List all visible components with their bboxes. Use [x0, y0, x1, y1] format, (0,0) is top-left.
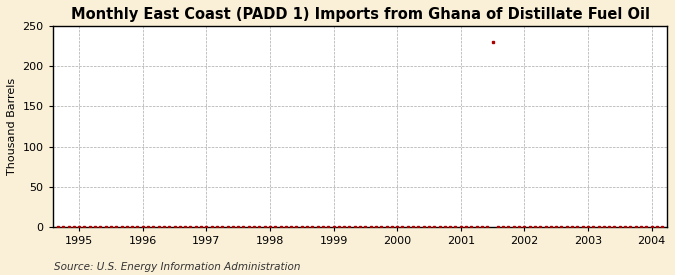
Text: Source: U.S. Energy Information Administration: Source: U.S. Energy Information Administ… — [54, 262, 300, 272]
Y-axis label: Thousand Barrels: Thousand Barrels — [7, 78, 17, 175]
Title: Monthly East Coast (PADD 1) Imports from Ghana of Distillate Fuel Oil: Monthly East Coast (PADD 1) Imports from… — [71, 7, 649, 22]
